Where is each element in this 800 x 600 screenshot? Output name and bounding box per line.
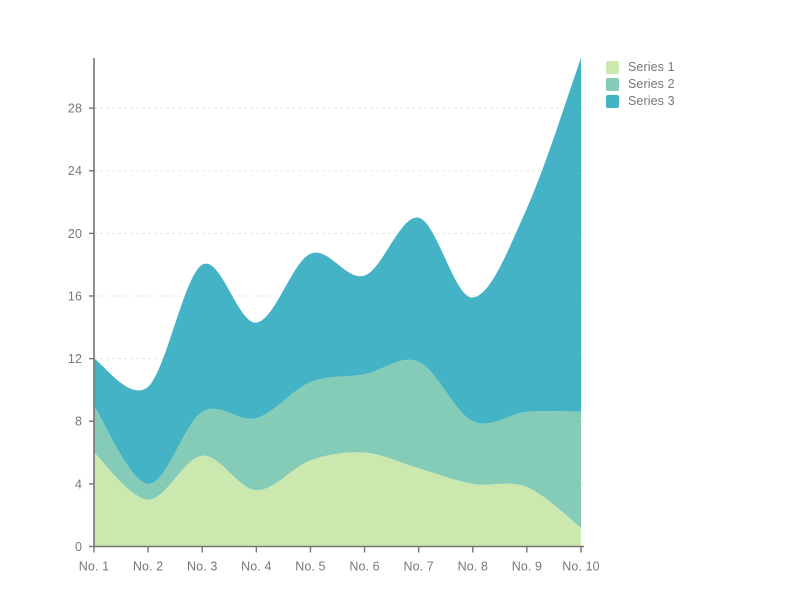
legend-item-label: Series 3 xyxy=(628,94,675,108)
x-tick-label: No. 9 xyxy=(512,560,542,574)
area-series-1 xyxy=(94,452,581,547)
chart-legend: Series 1 Series 2 Series 3 xyxy=(606,60,675,108)
y-tick-label: 12 xyxy=(68,352,82,366)
area-series-group xyxy=(94,58,581,547)
x-tick-label: No. 2 xyxy=(133,560,163,574)
x-tick-label: No. 8 xyxy=(458,560,488,574)
y-tick-label: 16 xyxy=(68,289,82,303)
legend-swatch-icon xyxy=(606,60,619,74)
x-tick-label: No. 4 xyxy=(241,560,271,574)
x-tick-label: No. 5 xyxy=(295,560,325,574)
x-tick-label: No. 1 xyxy=(79,560,109,574)
y-tick-label: 4 xyxy=(75,477,82,491)
area-series-2 xyxy=(94,359,581,528)
x-axis-ticks: No. 1 No. 2 No. 3 No. 4 No. 5 No. 6 No. 7 No. 8… xyxy=(79,546,600,574)
legend-item-2[interactable]: Series 2 xyxy=(606,77,675,91)
legend-item-label: Series 2 xyxy=(628,77,675,91)
y-tick-label: 0 xyxy=(75,540,82,554)
x-tick-label: No. 10 xyxy=(562,560,599,574)
y-tick-label: 8 xyxy=(75,415,82,429)
x-tick-label: No. 6 xyxy=(349,560,379,574)
x-tick-label: No. 7 xyxy=(403,560,433,574)
y-tick-label: 24 xyxy=(68,164,82,178)
area-series-3 xyxy=(94,58,581,484)
legend-item-1[interactable]: Series 1 xyxy=(606,60,675,74)
legend-item-3[interactable]: Series 3 xyxy=(606,94,675,108)
y-tick-label: 20 xyxy=(68,227,82,241)
axis-lines xyxy=(93,58,584,548)
y-tick-label: 28 xyxy=(68,102,82,116)
y-axis-ticks: 0 4 8 12 16 20 24 28 xyxy=(68,102,94,554)
x-tick-label: No. 3 xyxy=(187,560,217,574)
legend-swatch-icon xyxy=(606,94,619,108)
legend-item-label: Series 1 xyxy=(628,60,675,74)
legend-swatch-icon xyxy=(606,77,619,91)
